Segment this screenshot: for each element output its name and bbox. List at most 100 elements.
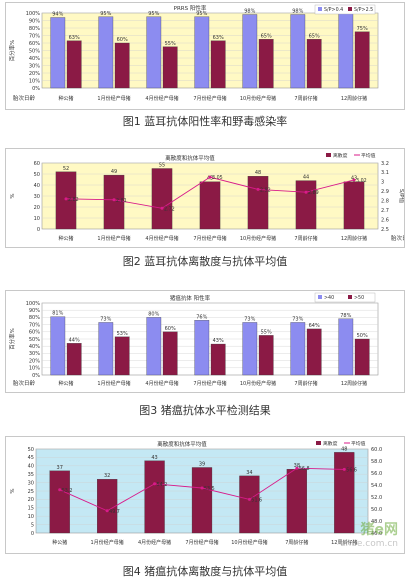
- y-tick-label: 45: [28, 455, 34, 461]
- figure-3: 猪瘟抗体 阳性率 0% 10% 20% 30% 40% 50% 60% 70% 80% 90% 100…: [5, 290, 405, 418]
- x-tick-label: 10月份经产母猪: [240, 235, 276, 242]
- watermark: 猪e网 zhue.com.cn: [341, 519, 398, 549]
- bar-dispersion: [97, 479, 118, 534]
- bar-series-1: [146, 317, 162, 376]
- bar-dispersion: [334, 452, 355, 534]
- bar-series-1: [98, 16, 114, 89]
- x-tick-label: 10月份经产母猪: [240, 95, 276, 102]
- data-label: 49: [111, 169, 117, 175]
- data-label: 50%: [357, 333, 368, 339]
- x-tick-label: 7月份经产母猪: [193, 235, 226, 242]
- data-label: 98%: [292, 9, 303, 15]
- line-data-label: 2.92: [260, 187, 271, 193]
- x-tick-label: 1月份经产母猪: [91, 539, 124, 546]
- data-label: 43%: [213, 338, 224, 344]
- y-tick-label: 25: [28, 489, 34, 495]
- line-point-average: [247, 497, 251, 501]
- data-label: 73%: [244, 316, 255, 322]
- bar-series-1: [290, 322, 306, 376]
- y-right-tick-label: 3.1: [381, 170, 389, 176]
- data-label: 81%: [52, 311, 63, 317]
- bar-series-1: [242, 14, 258, 89]
- watermark-logo-text: 猪e网: [360, 522, 399, 538]
- x-tick-label: 10月份经产母猪: [240, 380, 276, 387]
- line-point-average: [58, 488, 62, 492]
- figure-2-caption: 图2 蓝耳抗体离散度与抗体平均值: [122, 255, 288, 268]
- line-data-label: 2.81: [116, 198, 127, 204]
- x-tick-label: 12周龄仔猪: [341, 380, 367, 387]
- bar-series-2: [258, 39, 274, 89]
- legend-label: >40: [324, 295, 334, 301]
- bar-series-2: [162, 46, 178, 89]
- y-tick-label: 10: [34, 216, 40, 222]
- line-point-average: [342, 467, 346, 471]
- y-tick-label: 40: [34, 183, 40, 189]
- data-label: 52: [63, 166, 69, 172]
- legend-swatch: [318, 295, 322, 299]
- legend-label: 离散度: [323, 440, 338, 447]
- bar-series-2: [306, 39, 322, 89]
- bar-dispersion: [144, 460, 165, 534]
- data-label: 37: [57, 465, 63, 471]
- bar-series-2: [354, 338, 370, 376]
- x-tick-label: 种公猪: [58, 235, 73, 242]
- x-tick-label: 4月份经产母猪: [138, 539, 171, 546]
- x-tick-label: 7周龄仔猪: [285, 539, 308, 546]
- y-right-tick-label: 58.0: [371, 459, 382, 465]
- data-label: 80%: [148, 311, 159, 317]
- y-axis-label: %: [10, 488, 16, 493]
- y-tick-label: 0%: [32, 86, 40, 92]
- line-data-label: 54.2: [157, 482, 168, 488]
- y-tick-label: 30: [34, 194, 40, 200]
- y-tick-label: 100%: [26, 11, 41, 17]
- x-tick-label: 1月份经产母猪: [97, 380, 130, 387]
- data-label: 63%: [213, 35, 224, 41]
- x-tick-label: 12周龄仔猪: [341, 95, 367, 102]
- y-right-tick-label: 2.5: [381, 227, 389, 233]
- y-tick-label: 70%: [29, 33, 40, 39]
- data-label: 39: [199, 461, 205, 467]
- x-tick-label: 12周龄仔猪: [331, 539, 357, 546]
- y-tick-label: 10%: [29, 366, 40, 372]
- y-right-tick-label: 60.0: [371, 447, 382, 453]
- data-label: 34: [246, 470, 252, 476]
- y-tick-label: 20%: [29, 71, 40, 77]
- y-tick-label: 60%: [29, 41, 40, 47]
- bar-series-2: [162, 331, 178, 376]
- bar-series-2: [114, 336, 130, 376]
- chart-4-frame: 离散度和抗体平均值 0 5 10 15 20 25 30 35 40 45 50 46.0 48.0 50.…: [5, 436, 405, 554]
- x-tick-label: 4月份经产母猪: [145, 95, 178, 102]
- y-tick-label: 0: [31, 531, 34, 537]
- y-tick-label: 20: [28, 497, 34, 503]
- legend-swatch: [316, 441, 321, 445]
- data-label: 43: [207, 176, 213, 182]
- data-label: 73%: [292, 316, 303, 322]
- bar-dispersion: [343, 181, 365, 230]
- legend-label: 离散度: [333, 152, 348, 159]
- bar-dispersion: [55, 171, 77, 230]
- bar-dispersion: [286, 469, 307, 534]
- line-point-average: [208, 175, 212, 179]
- y-tick-label: 50: [28, 447, 34, 453]
- x-axis-label: 胎次日龄: [13, 94, 36, 102]
- y-right-tick-label: 2.8: [381, 199, 389, 205]
- chart-title: 离散度和抗体平均值: [157, 440, 207, 448]
- line-point-average: [200, 486, 204, 490]
- bar-series-1: [242, 322, 258, 376]
- bar-series-2: [66, 343, 82, 376]
- y-tick-label: 40: [28, 464, 34, 470]
- legend-box: [314, 4, 376, 15]
- data-label: 75%: [357, 26, 368, 32]
- bar-dispersion: [191, 467, 213, 534]
- line-data-label: 2.82: [68, 197, 79, 203]
- y-axis-label: 百分率%: [8, 40, 16, 62]
- y-tick-label: 50: [34, 172, 40, 178]
- line-point-average: [295, 466, 299, 470]
- line-data-label: 49.7: [109, 509, 120, 515]
- y-tick-label: 40%: [29, 56, 40, 62]
- bar-series-2: [114, 42, 130, 89]
- data-label: 55%: [261, 329, 272, 335]
- x-tick-label: 12周龄仔猪: [341, 235, 367, 242]
- line-point-average: [153, 482, 157, 486]
- data-label: 55%: [165, 41, 176, 47]
